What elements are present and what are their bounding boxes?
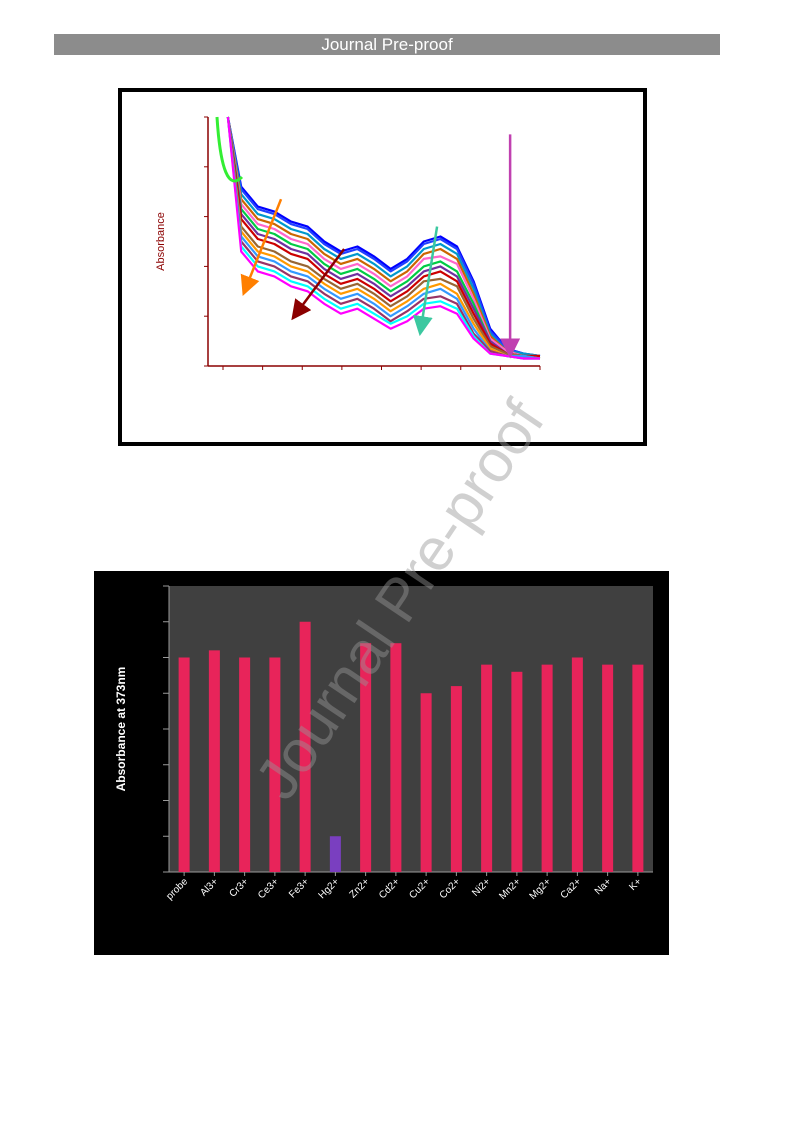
trend-arrow-2 xyxy=(291,248,346,321)
x-tick-label-Hg2+: Hg2+ xyxy=(317,876,342,901)
bar-Cd2+ xyxy=(390,643,402,872)
x-tick-label-Zn2+: Zn2+ xyxy=(348,876,372,900)
bar-Mg2+ xyxy=(541,664,553,872)
spectrum-line-4 xyxy=(226,116,540,358)
spectrum-line-5 xyxy=(226,116,540,358)
x-tick-label-Cu2+: Cu2+ xyxy=(407,876,432,901)
x-tick-label-Ce3+: Ce3+ xyxy=(256,876,281,901)
bar-Ce3+ xyxy=(269,657,281,872)
x-tick-label-Co2+: Co2+ xyxy=(438,876,463,901)
journal-preproof-banner: Journal Pre-proof xyxy=(54,34,720,55)
spectrum-line-12 xyxy=(226,116,540,360)
bar-Cu2+ xyxy=(420,693,432,872)
uv-vis-spectra-figure: Absorbance xyxy=(118,88,647,446)
x-tick-label-Cr3+: Cr3+ xyxy=(227,876,250,899)
trend-arrow-3 xyxy=(412,226,439,337)
x-tick-label-Cd2+: Cd2+ xyxy=(377,876,402,901)
trend-arrow-1 xyxy=(240,198,283,296)
spectrum-line-9 xyxy=(226,116,541,360)
spectrum-line-11 xyxy=(226,116,541,360)
spectrum-line-initial xyxy=(215,116,244,183)
uv-vis-spectra-plot: Absorbance xyxy=(155,116,541,370)
y-axis-label: Absorbance xyxy=(155,212,167,271)
x-tick-label-K+: K+ xyxy=(627,876,644,893)
x-tick-label-Na+: Na+ xyxy=(593,876,614,897)
x-tick-label-Al3+: Al3+ xyxy=(198,876,220,898)
x-tick-label-probe: probe xyxy=(164,876,190,902)
spectrum-line-7 xyxy=(226,116,540,358)
x-tick-label-Ni2+: Ni2+ xyxy=(470,876,493,899)
x-tick-label-Fe3+: Fe3+ xyxy=(287,876,311,900)
bar-Zn2+ xyxy=(360,643,372,872)
x-tick-label-Mn2+: Mn2+ xyxy=(497,876,523,902)
bar-Hg2+ xyxy=(329,836,341,872)
spectrum-line-8 xyxy=(226,116,540,358)
bar-Ni2+ xyxy=(481,664,493,872)
bar-probe xyxy=(178,657,190,872)
spectrum-line-13 xyxy=(226,116,540,360)
selectivity-bar-chart-figure: probe Al3+ Cr3+ Ce3+ Fe3+ Hg2+ Zn2+ Cd2+ Cu2+ Co2… xyxy=(94,571,669,955)
bar-Ca2+ xyxy=(571,657,583,872)
bar-Cr3+ xyxy=(239,657,251,872)
y-axis-label: Absorbance at 373nm xyxy=(114,667,128,792)
bar-K+ xyxy=(632,664,644,872)
spectrum-line-14 xyxy=(226,116,540,360)
selectivity-bar-chart: probe Al3+ Cr3+ Ce3+ Fe3+ Hg2+ Zn2+ Cd2+ Cu2+ Co2… xyxy=(114,585,653,902)
bar-Na+ xyxy=(602,664,614,872)
bar-Al3+ xyxy=(208,650,220,872)
spectrum-line-10 xyxy=(226,116,541,360)
bar-Mn2+ xyxy=(511,671,523,872)
x-tick-label-Mg2+: Mg2+ xyxy=(528,876,554,902)
bar-Co2+ xyxy=(450,686,462,872)
x-tick-label-Ca2+: Ca2+ xyxy=(559,876,584,901)
bar-Fe3+ xyxy=(299,621,311,872)
